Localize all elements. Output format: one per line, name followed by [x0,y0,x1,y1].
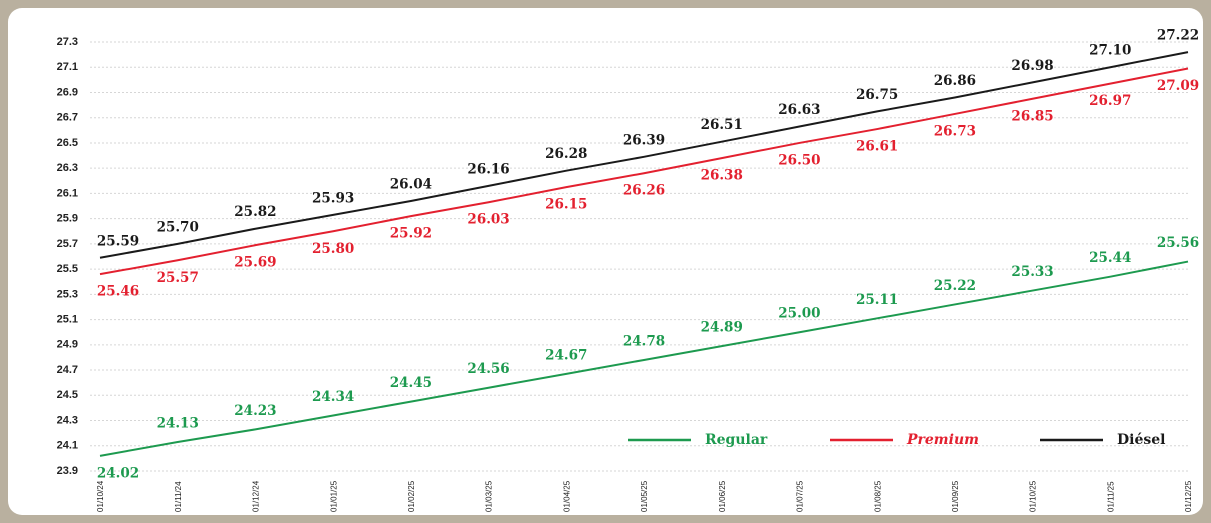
value-label: 26.61 [856,139,898,155]
value-label: 26.26 [623,183,665,199]
legend-item: Premium [830,432,979,448]
y-tick-label: 24.9 [57,339,78,351]
x-tick-label: 01/03/25 [485,480,494,512]
legend-item: Diésel [1040,432,1165,448]
value-label: 26.38 [701,168,743,184]
y-tick-label: 25.7 [57,238,78,250]
y-tick-label: 25.3 [57,288,78,300]
value-label: 26.28 [545,146,587,162]
value-label: 24.45 [390,375,432,391]
value-label: 26.16 [467,161,509,177]
value-label: 27.09 [1157,78,1199,94]
x-tick-label: 01/02/25 [407,480,416,512]
value-label: 26.15 [545,197,587,213]
value-label: 27.22 [1157,28,1199,44]
value-label: 25.92 [390,226,432,242]
value-label: 25.70 [157,219,199,235]
value-label: 25.46 [97,284,139,300]
value-label: 26.03 [467,212,509,228]
value-label: 26.75 [856,87,898,103]
value-label: 25.22 [934,278,976,294]
legend-label: Premium [906,432,979,448]
x-tick-label: 01/05/25 [640,480,649,512]
value-label: 26.51 [701,117,743,133]
value-label: 25.11 [856,292,898,308]
series-line [99,67,1189,276]
value-label: 25.59 [97,233,139,249]
y-tick-label: 24.3 [57,414,78,426]
x-tick-label: 01/10/25 [1029,480,1038,512]
value-label: 26.50 [778,152,820,168]
card [8,8,1203,515]
legend-label: Regular [705,432,768,448]
value-label: 27.10 [1089,43,1131,59]
value-label: 25.00 [778,306,820,322]
y-tick-label: 26.7 [57,112,78,124]
value-label: 24.34 [312,389,354,405]
series-line [99,260,1189,457]
x-tick-label: 01/11/24 [174,481,183,512]
value-label: 25.69 [234,255,276,271]
x-tick-label: 01/12/25 [1184,480,1193,512]
x-tick-label: 01/12/24 [252,480,261,512]
y-tick-label: 26.5 [57,137,78,149]
value-label: 25.93 [312,190,354,206]
y-tick-label: 26.3 [57,162,78,174]
y-tick-label: 23.9 [57,465,78,477]
legend-label: Diésel [1117,432,1165,448]
x-tick-label: 01/10/24 [96,480,105,512]
value-label: 26.86 [934,73,976,89]
y-tick-label: 27.1 [57,61,78,73]
value-label: 25.80 [312,241,354,257]
y-tick-label: 27.3 [57,36,78,48]
x-tick-label: 01/08/25 [873,480,882,512]
y-tick-label: 25.5 [57,263,78,275]
y-tick-label: 24.5 [57,389,78,401]
value-label: 26.39 [623,132,665,148]
y-tick-label: 26.9 [57,86,78,98]
value-label: 25.44 [1089,250,1131,266]
value-label: 25.56 [1157,235,1199,251]
x-tick-label: 01/06/25 [718,480,727,512]
y-tick-label: 26.1 [57,187,78,199]
value-label: 24.13 [157,415,199,431]
value-label: 26.85 [1011,108,1053,124]
value-label: 25.57 [157,270,199,286]
x-tick-label: 01/09/25 [951,480,960,512]
x-tick-label: 01/11/25 [1106,481,1115,512]
value-label: 24.89 [701,320,743,336]
value-label: 24.23 [234,403,276,419]
value-label: 24.67 [545,347,587,363]
x-tick-label: 01/04/25 [562,480,571,512]
value-label: 25.33 [1011,264,1053,280]
value-label: 24.02 [97,465,139,481]
series-line [99,51,1189,259]
legend-item: Regular [628,432,768,448]
x-tick-label: 01/01/25 [329,480,338,512]
value-label: 25.82 [234,204,276,220]
y-tick-label: 24.7 [57,364,78,376]
value-label: 26.73 [934,123,976,139]
y-tick-label: 25.1 [57,313,78,325]
y-tick-label: 24.1 [57,440,78,452]
value-label: 26.04 [390,176,432,192]
value-label: 26.63 [778,102,820,118]
value-label: 26.98 [1011,58,1053,74]
y-tick-label: 25.9 [57,213,78,225]
x-tick-label: 01/07/25 [796,480,805,512]
value-label: 24.56 [467,361,509,377]
value-label: 24.78 [623,333,665,349]
value-label: 26.97 [1089,93,1131,109]
